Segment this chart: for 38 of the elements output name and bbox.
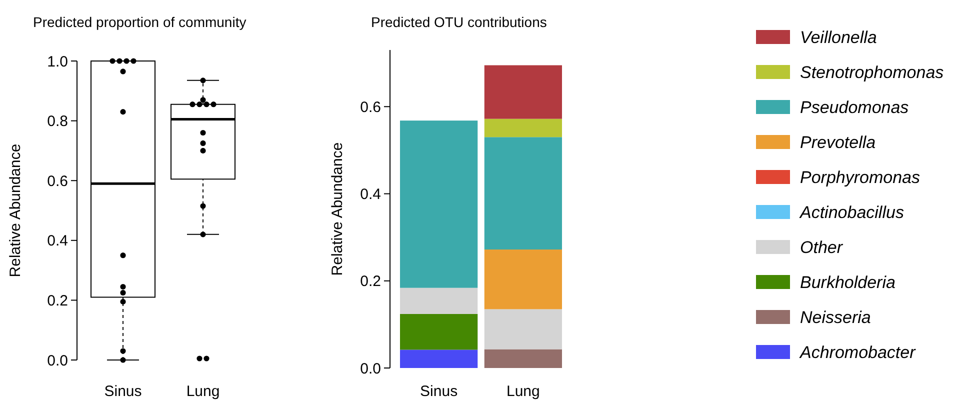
- x-tick-label: Lung: [186, 383, 220, 400]
- legend-label: Achromobacter: [799, 342, 917, 362]
- x-tick-label: Sinus: [104, 383, 142, 400]
- bar: [484, 137, 562, 250]
- y-tick-label: 0.0: [47, 352, 68, 370]
- bar: [484, 250, 562, 310]
- legend-label: Other: [800, 238, 844, 257]
- legend-label: Porphyromonas: [800, 168, 921, 187]
- y-tick-label: 0.4: [360, 186, 381, 204]
- y-tick-label: 0.2: [47, 292, 68, 310]
- legend-label: Actinobacillus: [799, 202, 904, 222]
- bar: [484, 118, 562, 138]
- y-tick-label: 0.8: [47, 113, 68, 130]
- y-tick-label: 0.6: [47, 172, 68, 190]
- x-tick-label: Sinus: [420, 383, 458, 400]
- chart-title: Predicted proportion of community: [33, 14, 246, 30]
- legend-label: Burkholderia: [800, 272, 896, 292]
- y-tick-label: 0.0: [360, 360, 381, 378]
- bar: [400, 120, 478, 288]
- legend-label: Neisseria: [800, 308, 871, 327]
- bar: [400, 350, 478, 368]
- y-tick-label: 0.6: [360, 98, 381, 116]
- y-tick-label: 0.4: [47, 232, 68, 250]
- y-axis-title: Relative Abundance: [7, 144, 24, 278]
- legend-label: Pseudomonas: [800, 98, 910, 117]
- chart-title: Predicted OTU contributions: [371, 14, 547, 30]
- bar: [400, 288, 478, 314]
- y-tick-label: 0.2: [360, 273, 381, 290]
- bar: [400, 314, 478, 350]
- legend-label: Prevotella: [800, 132, 876, 152]
- bar: [484, 65, 562, 119]
- legend-label: Stenotrophomonas: [800, 62, 944, 82]
- legend-label: Veillonella: [800, 28, 877, 47]
- y-axis-title: Relative Abundance: [329, 142, 346, 276]
- x-tick-label: Lung: [506, 383, 540, 400]
- bar: [484, 309, 562, 350]
- y-tick-label: 1.0: [47, 53, 68, 70]
- bar: [484, 349, 562, 368]
